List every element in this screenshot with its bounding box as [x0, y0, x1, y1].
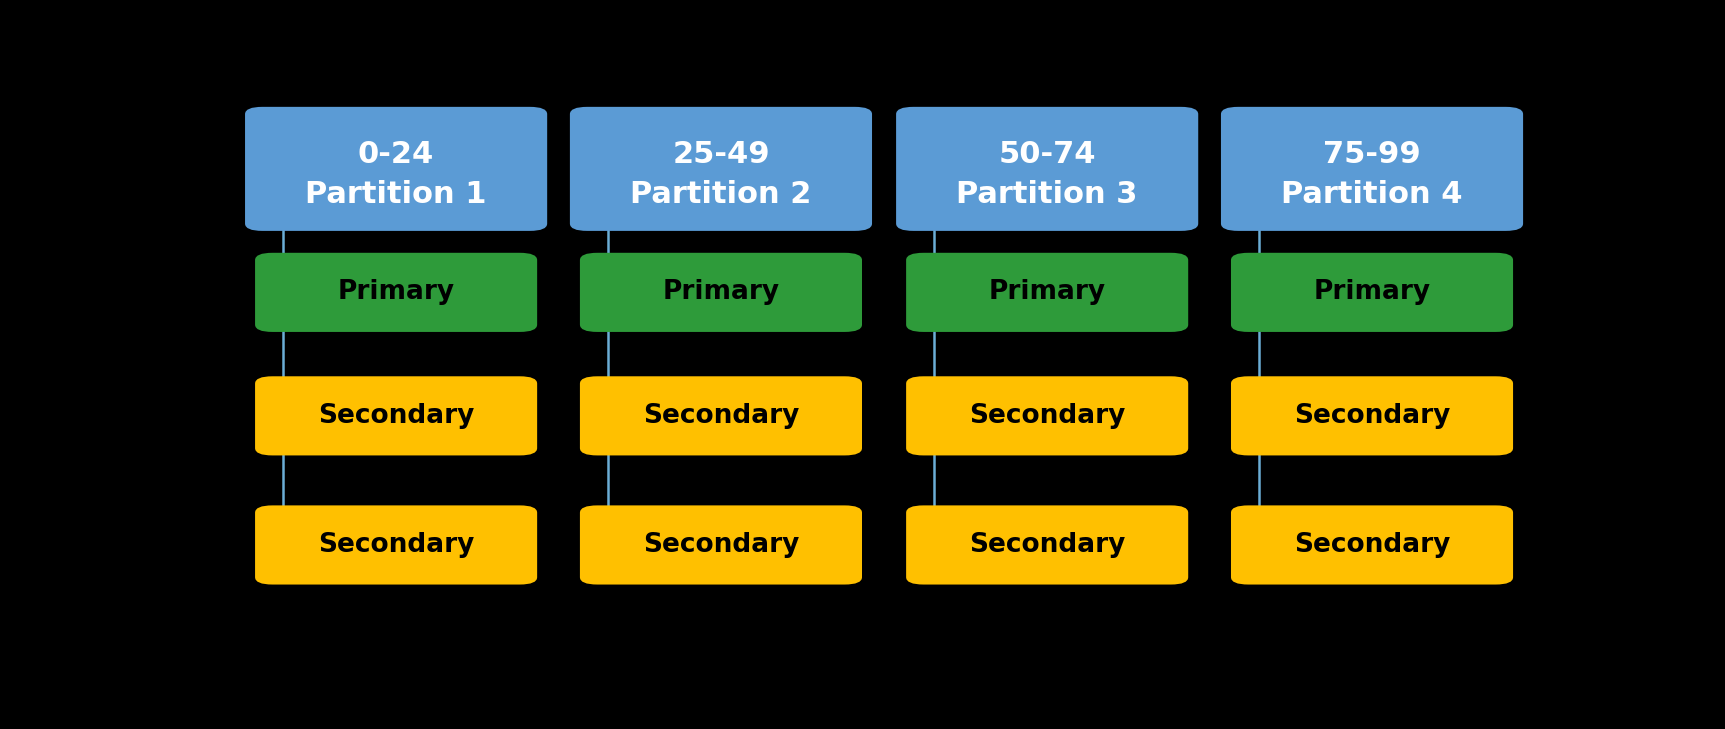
Text: Primary: Primary: [1313, 279, 1430, 305]
FancyBboxPatch shape: [895, 107, 1199, 231]
FancyBboxPatch shape: [1232, 376, 1513, 456]
FancyBboxPatch shape: [255, 253, 536, 332]
FancyBboxPatch shape: [569, 107, 873, 231]
Text: 75-99: 75-99: [1323, 141, 1421, 169]
FancyBboxPatch shape: [580, 253, 862, 332]
Text: Secondary: Secondary: [969, 403, 1125, 429]
FancyBboxPatch shape: [906, 253, 1189, 332]
Text: Primary: Primary: [988, 279, 1106, 305]
Text: 25-49: 25-49: [673, 141, 769, 169]
FancyBboxPatch shape: [1232, 253, 1513, 332]
Text: Secondary: Secondary: [317, 532, 474, 558]
Text: Secondary: Secondary: [969, 532, 1125, 558]
Text: Partition 3: Partition 3: [956, 179, 1138, 208]
FancyBboxPatch shape: [906, 376, 1189, 456]
Text: Secondary: Secondary: [1294, 403, 1451, 429]
Text: 50-74: 50-74: [999, 141, 1095, 169]
FancyBboxPatch shape: [580, 505, 862, 585]
FancyBboxPatch shape: [1232, 505, 1513, 585]
FancyBboxPatch shape: [906, 505, 1189, 585]
FancyBboxPatch shape: [245, 107, 547, 231]
Text: Secondary: Secondary: [317, 403, 474, 429]
FancyBboxPatch shape: [255, 376, 536, 456]
Text: Secondary: Secondary: [1294, 532, 1451, 558]
FancyBboxPatch shape: [255, 505, 536, 585]
FancyBboxPatch shape: [580, 376, 862, 456]
Text: Partition 2: Partition 2: [630, 179, 812, 208]
Text: Partition 4: Partition 4: [1282, 179, 1463, 208]
Text: Secondary: Secondary: [643, 532, 799, 558]
Text: Secondary: Secondary: [643, 403, 799, 429]
FancyBboxPatch shape: [1221, 107, 1523, 231]
Text: Primary: Primary: [662, 279, 780, 305]
Text: Partition 1: Partition 1: [305, 179, 486, 208]
Text: Primary: Primary: [338, 279, 455, 305]
Text: 0-24: 0-24: [359, 141, 435, 169]
